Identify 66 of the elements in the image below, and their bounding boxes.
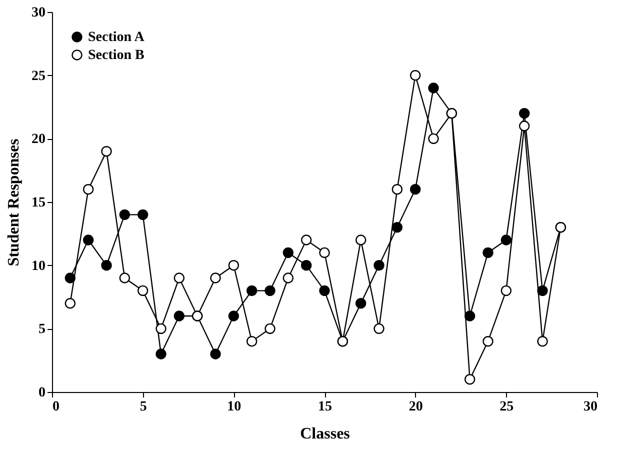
point xyxy=(300,260,312,271)
point xyxy=(119,272,130,284)
point xyxy=(428,133,439,144)
x-tick-label: 15 xyxy=(318,400,332,414)
x-tick-label: 25 xyxy=(500,400,514,414)
point xyxy=(137,285,148,296)
point xyxy=(355,234,366,246)
point xyxy=(482,336,494,347)
point xyxy=(537,285,548,296)
y-tick-label: 30 xyxy=(32,6,46,20)
x-tick-label: 5 xyxy=(140,400,147,414)
point xyxy=(500,234,512,246)
y-tick-label: 0 xyxy=(38,386,46,400)
point xyxy=(464,374,476,385)
point xyxy=(392,184,403,195)
point xyxy=(374,260,384,271)
point xyxy=(537,336,548,347)
point xyxy=(156,323,166,334)
point xyxy=(82,184,94,195)
point xyxy=(101,146,112,157)
point xyxy=(246,336,258,347)
point xyxy=(82,234,94,246)
point xyxy=(500,285,512,296)
point xyxy=(300,234,312,246)
point xyxy=(174,272,185,284)
y-tick-label: 15 xyxy=(32,196,46,210)
y-tick-label: 20 xyxy=(32,132,46,148)
legend-label: Section A xyxy=(88,30,146,45)
point xyxy=(319,285,330,296)
x-tick-label: 20 xyxy=(408,400,423,414)
point xyxy=(64,298,76,309)
x-tick-label: 10 xyxy=(227,400,242,414)
point xyxy=(64,272,76,284)
x-tick-label: 0 xyxy=(52,400,60,414)
point xyxy=(410,70,421,81)
point xyxy=(518,120,530,132)
legend-label: Section B xyxy=(88,48,144,63)
point xyxy=(174,310,185,322)
point xyxy=(264,285,276,296)
point xyxy=(464,310,476,322)
point xyxy=(101,260,112,271)
point xyxy=(228,260,240,271)
point xyxy=(137,209,148,220)
point xyxy=(518,108,530,119)
point xyxy=(119,209,130,220)
point xyxy=(210,348,221,360)
y-tick-label: 25 xyxy=(32,68,46,84)
point xyxy=(410,184,421,195)
point xyxy=(156,348,166,360)
point xyxy=(210,272,221,284)
point xyxy=(482,247,494,258)
point xyxy=(264,323,276,334)
point xyxy=(374,323,384,334)
y-tick-label: 5 xyxy=(38,322,46,338)
point xyxy=(355,298,366,309)
x-tick-label: 30 xyxy=(584,400,598,414)
x-axis-title: Classes xyxy=(300,426,350,442)
y-axis-title: Student Responses xyxy=(6,138,22,266)
point xyxy=(246,285,258,296)
point xyxy=(319,247,330,258)
point xyxy=(428,82,439,94)
point xyxy=(392,222,403,233)
y-tick-label: 10 xyxy=(32,258,46,274)
point xyxy=(282,247,294,258)
point xyxy=(282,272,294,284)
point xyxy=(228,310,240,322)
